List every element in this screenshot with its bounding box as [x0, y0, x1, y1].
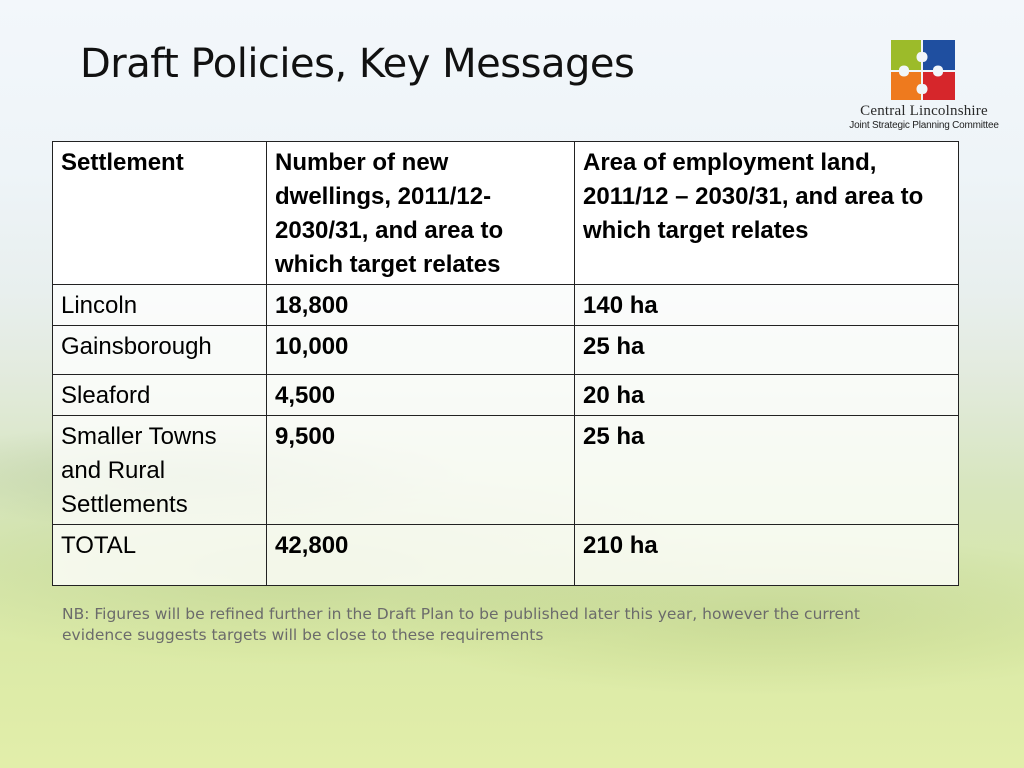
settlement-cell: Gainsborough [52, 325, 267, 375]
employment-land-cell: 25 ha [574, 325, 959, 375]
puzzle-red-piece [923, 72, 955, 100]
dwellings-cell: 18,800 [266, 284, 575, 326]
table-row: Lincoln 18,800 140 ha [52, 284, 959, 326]
logo-name: Central Lincolnshire [860, 103, 988, 119]
puzzle-green-piece [891, 40, 921, 70]
dwellings-cell: 9,500 [266, 415, 575, 525]
puzzle-orange-piece [891, 72, 921, 100]
footnote: NB: Figures will be refined further in t… [62, 605, 860, 644]
dwellings-cell: 4,500 [266, 374, 575, 416]
settlement-cell: TOTAL [52, 524, 267, 586]
employment-land-cell: 140 ha [574, 284, 959, 326]
puzzle-blue-piece [923, 40, 955, 70]
dwellings-cell: 42,800 [266, 524, 575, 586]
logo-subtitle: Joint Strategic Planning Committee [849, 120, 999, 131]
settlement-targets-table: Settlement Number of new dwellings, 2011… [52, 141, 959, 586]
employment-land-cell: 210 ha [574, 524, 959, 586]
table-header-row: Settlement Number of new dwellings, 2011… [52, 141, 959, 285]
header-settlement: Settlement [52, 141, 267, 285]
dwellings-cell: 10,000 [266, 325, 575, 375]
puzzle-logo-icon [891, 40, 955, 100]
settlement-cell: Smaller Towns and Rural Settlements [52, 415, 267, 525]
employment-land-cell: 20 ha [574, 374, 959, 416]
table-row: Gainsborough 10,000 25 ha [52, 325, 959, 375]
table-row: Smaller Towns and Rural Settlements 9,50… [52, 415, 959, 525]
settlement-cell: Sleaford [52, 374, 267, 416]
employment-land-cell: 25 ha [574, 415, 959, 525]
settlement-cell: Lincoln [52, 284, 267, 326]
header-employment-land: Area of employment land, 2011/12 – 2030/… [574, 141, 959, 285]
table-row: Sleaford 4,500 20 ha [52, 374, 959, 416]
header-dwellings: Number of new dwellings, 2011/12-2030/31… [266, 141, 575, 285]
central-lincolnshire-logo: Central Lincolnshire Joint Strategic Pla… [838, 36, 1010, 134]
table-row: TOTAL 42,800 210 ha [52, 524, 959, 586]
slide-title: Draft Policies, Key Messages [80, 41, 635, 87]
